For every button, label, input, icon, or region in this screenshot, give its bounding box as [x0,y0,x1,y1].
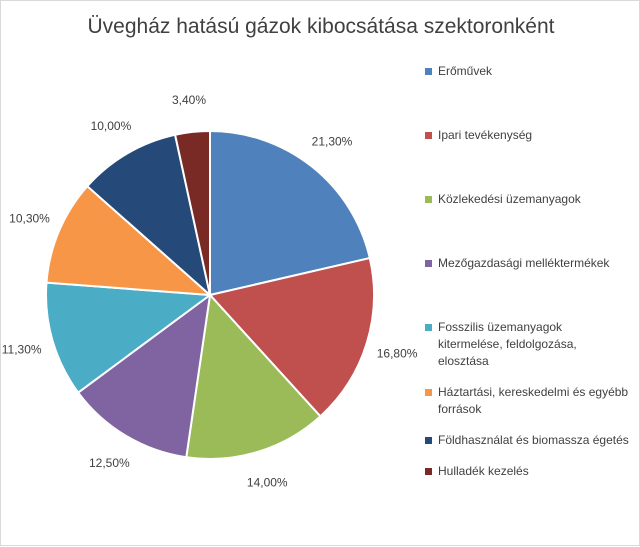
legend-swatch [425,260,432,267]
legend-label: Földhasználat és biomassza égetés [438,433,629,447]
pie-slice [185,292,322,460]
legend-label: Erőművek [438,64,493,78]
pie-slice [208,256,375,418]
legend-label: Hulladék kezelés [438,464,529,478]
legend-label: Ipari tevékenység [438,128,533,142]
data-label: 10,30% [9,212,50,226]
data-label: 12,50% [89,456,130,470]
pie-slice [45,281,213,394]
pie-slice [76,292,212,459]
legend-item: Közlekedési üzemanyagok [425,191,630,208]
legend-item: Földhasználat és biomassza égetés [425,432,630,449]
data-label: 11,30% [2,342,42,356]
legend-item: Mezőgazdasági melléktermékek [425,255,630,272]
data-label: 14,00% [247,475,288,489]
legend-item: Háztartási, kereskedelmi és egyébb forrá… [425,384,630,418]
legend-swatch [425,68,432,75]
legend-swatch [425,437,432,444]
data-label: 10,00% [91,119,132,133]
pie-slice [173,129,211,296]
legend-item: Ipari tevékenység [425,127,630,144]
legend-label: Fosszilis üzemanyagok kitermelése, feldo… [438,320,577,368]
chart-title: Üvegház hatású gázok kibocsátása szektor… [87,15,555,38]
chart-legend: Erőművek Ipari tevékenység Közlekedési üze… [425,63,630,527]
legend-label: Közlekedési üzemanyagok [438,192,581,206]
legend-item: Hulladék kezelés [425,463,630,480]
legend-label: Mezőgazdasági melléktermékek [438,256,610,270]
legend-swatch [425,324,432,331]
legend-swatch [425,389,432,396]
pie-slice [85,133,212,298]
legend-item: Erőművek [425,63,630,80]
pie-slice [209,129,371,297]
data-label: 16,80% [377,346,418,360]
legend-item: Fosszilis üzemanyagok kitermelése, feldo… [425,319,630,370]
legend-label: Háztartási, kereskedelmi és egyébb forrá… [438,385,629,416]
legend-swatch [425,196,432,203]
pie-slice [45,184,213,297]
data-label: 21,30% [312,135,353,149]
legend-swatch [425,468,432,475]
data-label: 3,40% [172,93,206,107]
legend-swatch [425,132,432,139]
